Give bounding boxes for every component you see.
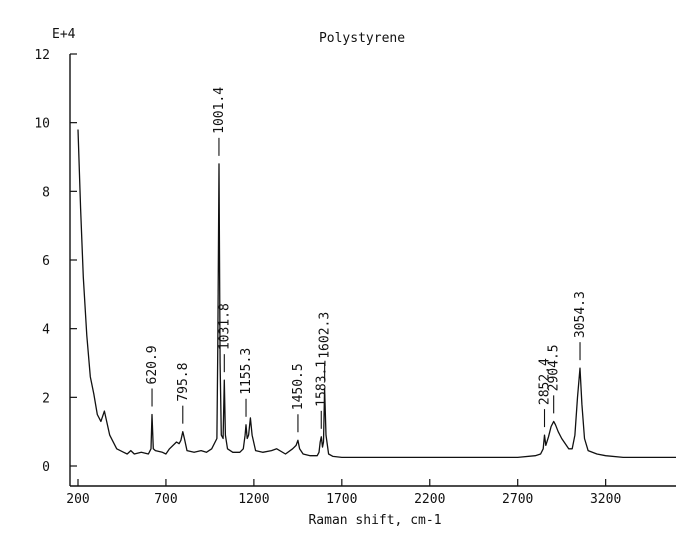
x-tick-label: 700 bbox=[154, 492, 177, 507]
axes bbox=[69, 54, 676, 487]
x-tick-label: 1700 bbox=[326, 492, 357, 507]
peak-label: 1031.8 bbox=[217, 303, 232, 350]
peak-label: 620.9 bbox=[145, 345, 160, 384]
peak-label: 3054.3 bbox=[573, 291, 588, 338]
peak-label: 1583.1 bbox=[314, 360, 329, 407]
y-tick-label: 2 bbox=[42, 391, 50, 406]
peak-label: 1001.4 bbox=[212, 87, 227, 134]
y-tick-label: 6 bbox=[42, 254, 50, 269]
chart-title: Polystyrene bbox=[319, 31, 405, 46]
peak-annotations: 620.9 795.8 1001.4 1031.8 1155.3 1450.5 1583.1… bbox=[145, 87, 588, 433]
x-tick-label: 2200 bbox=[414, 492, 445, 507]
peak-label: 1155.3 bbox=[239, 348, 254, 395]
peak-label: 1450.5 bbox=[291, 363, 306, 410]
y-tick-label: 10 bbox=[34, 117, 50, 132]
y-tick-label: 4 bbox=[42, 323, 50, 338]
y-axis-multiplier: E+4 bbox=[52, 27, 76, 42]
peak-label: 2904.5 bbox=[547, 344, 562, 391]
peak-label: 1602.3 bbox=[318, 312, 333, 359]
x-tick-label: 3200 bbox=[590, 492, 621, 507]
spectrum-line bbox=[77, 129, 676, 459]
y-axis-ticks: 0 2 4 6 8 10 12 bbox=[34, 48, 77, 475]
x-axis-label: Raman shift, cm-1 bbox=[308, 513, 441, 528]
y-tick-label: 0 bbox=[42, 460, 50, 475]
x-tick-label: 1200 bbox=[238, 492, 269, 507]
peak-label: 795.8 bbox=[176, 363, 191, 402]
x-tick-label: 200 bbox=[66, 492, 89, 507]
x-tick-label: 2700 bbox=[502, 492, 533, 507]
x-axis-ticks: 200 700 1200 1700 2200 2700 3200 bbox=[66, 479, 621, 507]
y-tick-label: 12 bbox=[34, 48, 50, 63]
spectrum-series bbox=[77, 129, 676, 459]
y-tick-label: 8 bbox=[42, 185, 50, 200]
peak-label: 2852.4 bbox=[538, 358, 553, 405]
